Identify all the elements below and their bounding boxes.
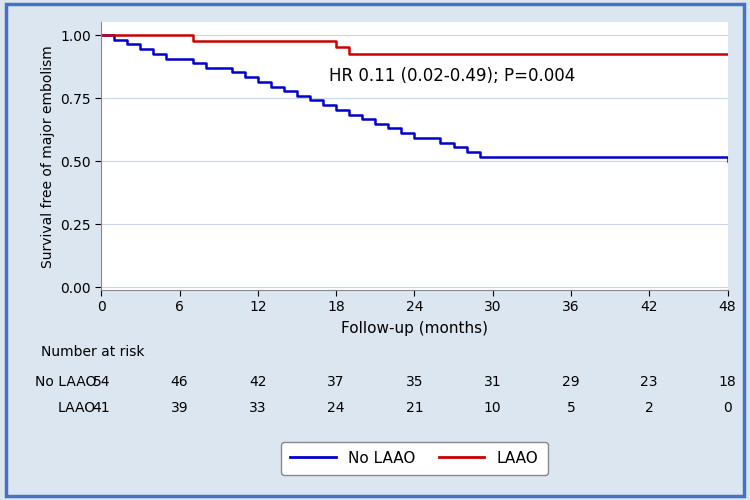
Text: 5: 5 <box>566 400 575 414</box>
Text: 33: 33 <box>249 400 266 414</box>
Y-axis label: Survival free of major embolism: Survival free of major embolism <box>40 45 55 268</box>
Text: 10: 10 <box>484 400 502 414</box>
Text: No LAAO: No LAAO <box>34 376 96 390</box>
Legend: No LAAO, LAAO: No LAAO, LAAO <box>281 442 548 475</box>
Text: 39: 39 <box>171 400 188 414</box>
Text: 54: 54 <box>92 376 110 390</box>
X-axis label: Follow-up (months): Follow-up (months) <box>340 322 488 336</box>
Text: 21: 21 <box>406 400 423 414</box>
Text: 31: 31 <box>484 376 502 390</box>
Text: 37: 37 <box>327 376 345 390</box>
Text: LAAO: LAAO <box>58 400 96 414</box>
Text: 41: 41 <box>92 400 110 414</box>
Text: 0: 0 <box>723 400 732 414</box>
Text: 46: 46 <box>171 376 188 390</box>
Text: 29: 29 <box>562 376 580 390</box>
Text: 35: 35 <box>406 376 423 390</box>
Text: 23: 23 <box>640 376 658 390</box>
Text: 24: 24 <box>327 400 345 414</box>
Text: Number at risk: Number at risk <box>41 346 145 360</box>
Text: 18: 18 <box>718 376 736 390</box>
Text: HR 0.11 (0.02-0.49); P=0.004: HR 0.11 (0.02-0.49); P=0.004 <box>328 67 575 85</box>
Text: 42: 42 <box>249 376 266 390</box>
Text: 2: 2 <box>645 400 653 414</box>
